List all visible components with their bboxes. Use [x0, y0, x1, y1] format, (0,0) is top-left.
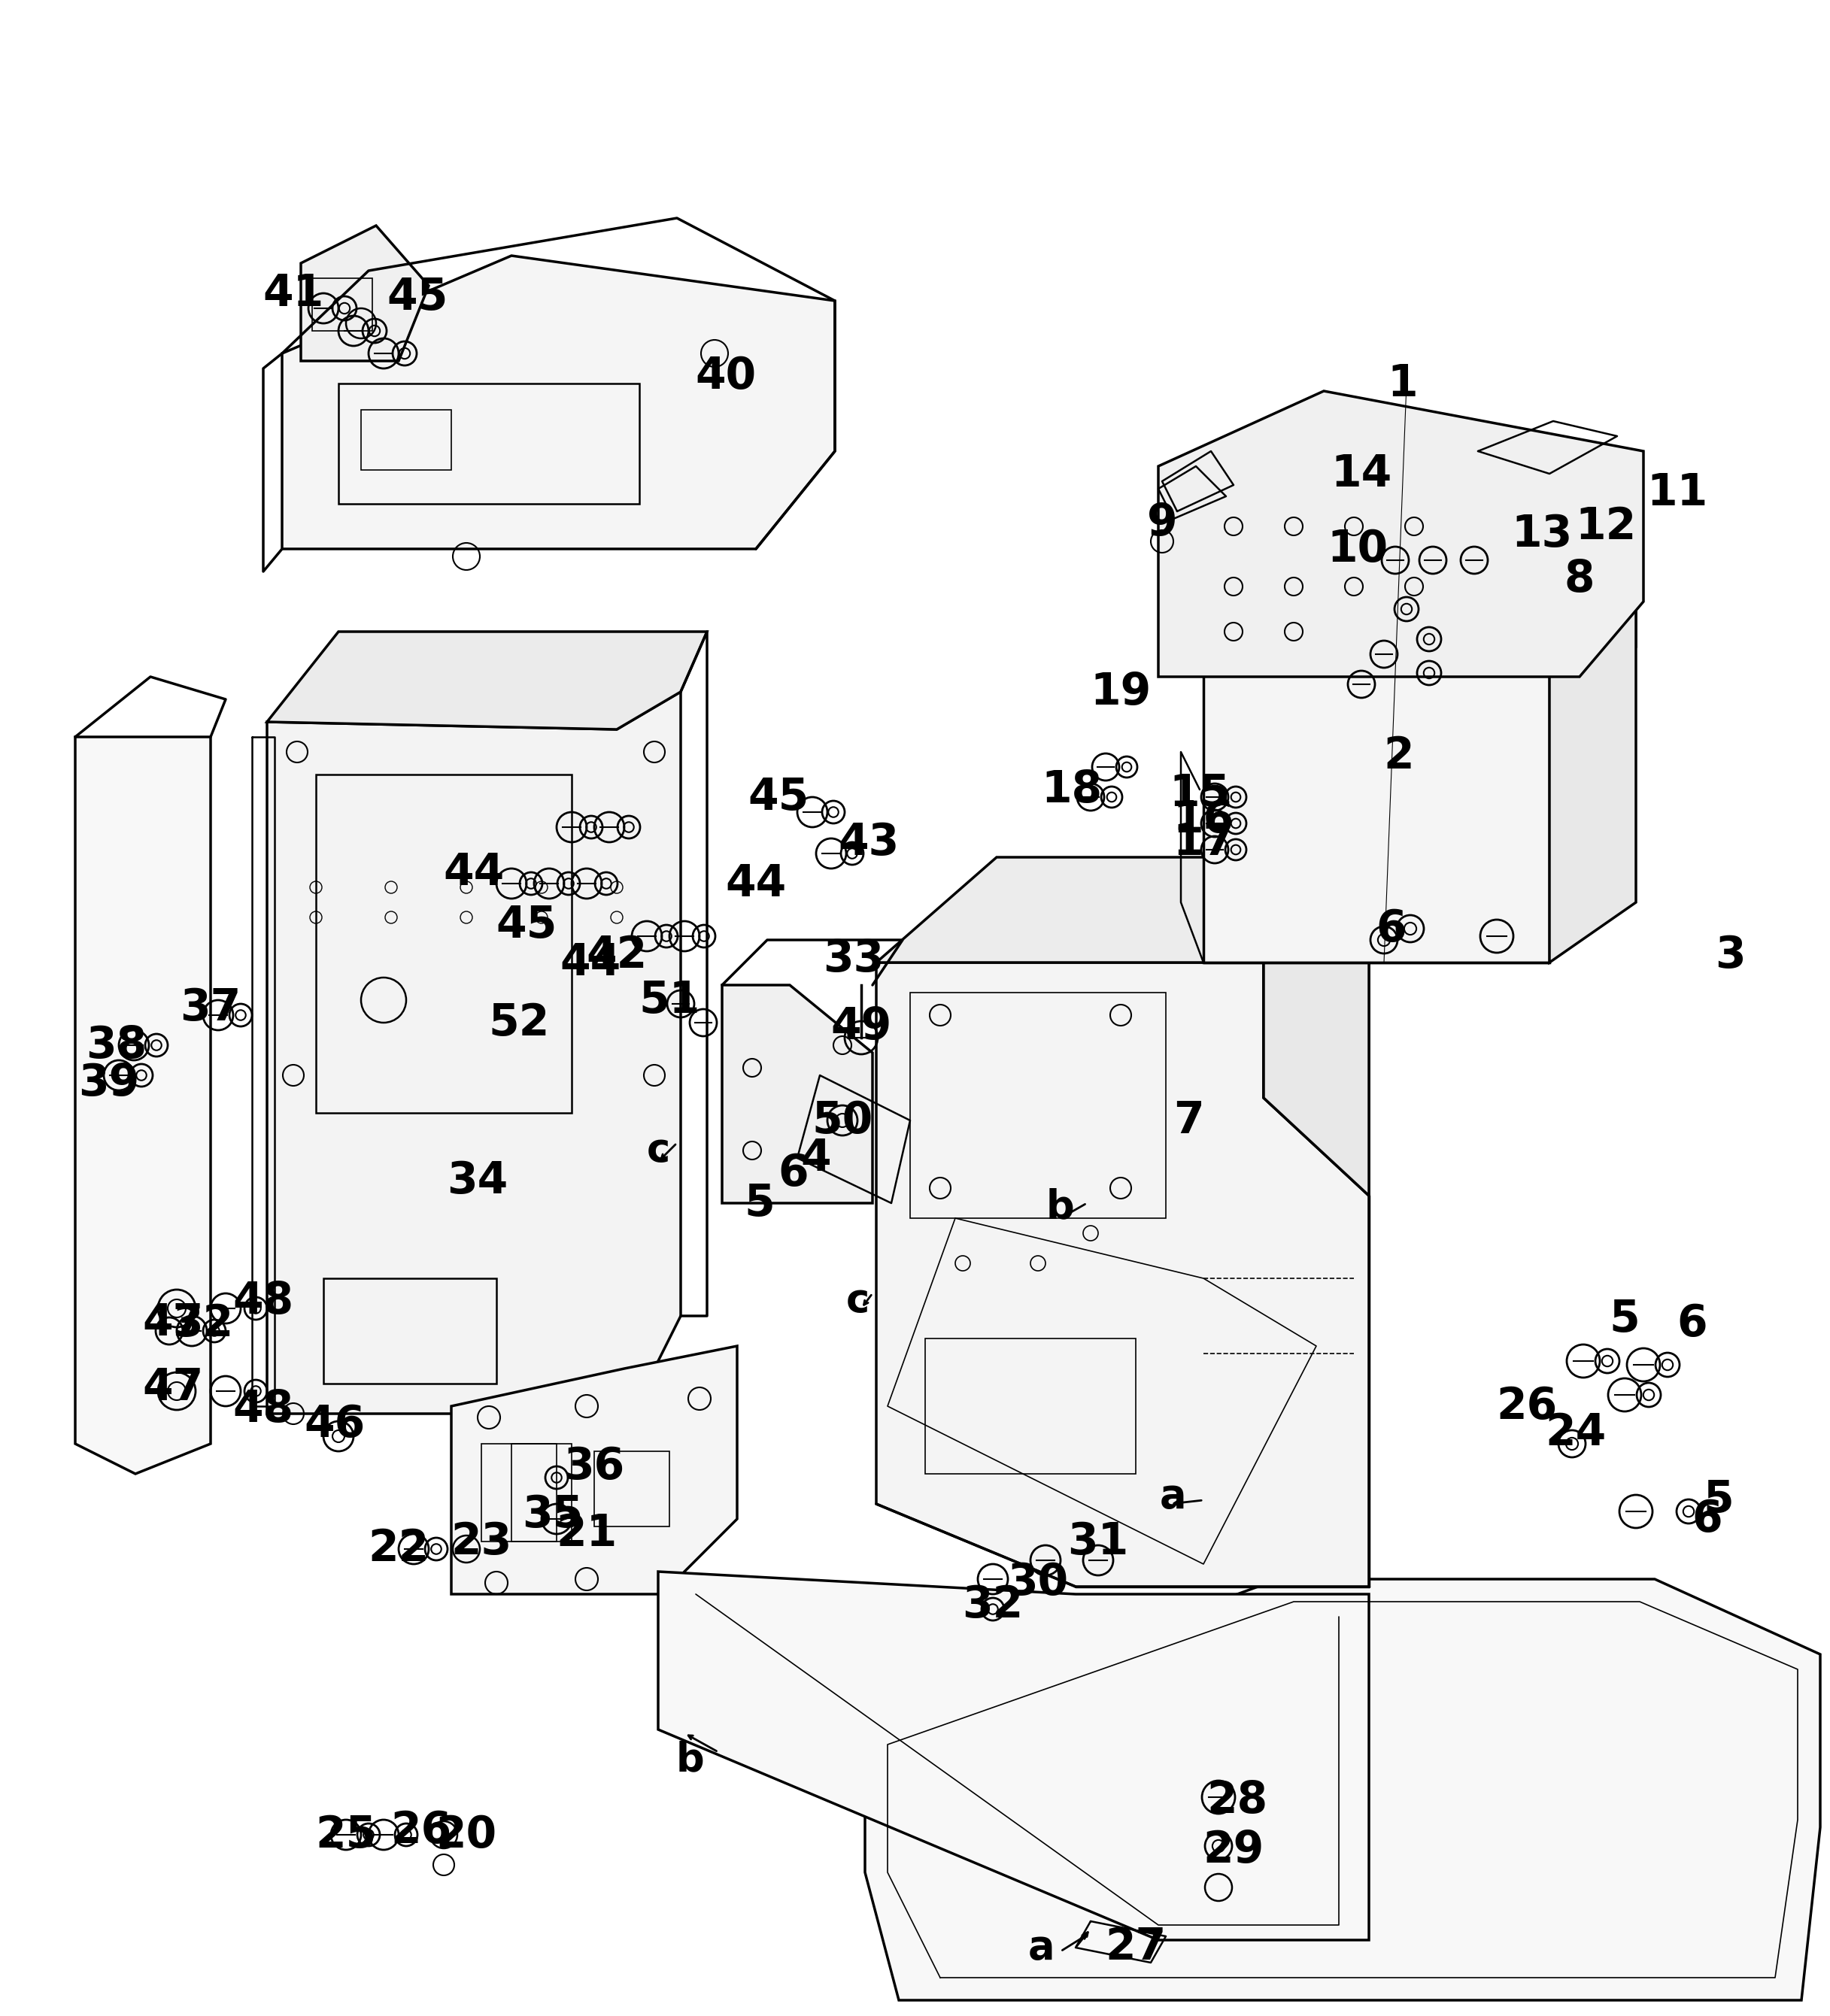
Text: c: c — [845, 1282, 869, 1320]
Text: 1: 1 — [1387, 363, 1418, 405]
Polygon shape — [267, 631, 706, 730]
Polygon shape — [75, 738, 210, 1474]
Text: 44: 44 — [725, 863, 787, 905]
Text: 44: 44 — [443, 851, 505, 893]
Text: 26: 26 — [1497, 1385, 1557, 1427]
Polygon shape — [866, 1579, 1821, 2000]
Text: 6: 6 — [1376, 907, 1407, 950]
Text: 34: 34 — [447, 1159, 509, 1202]
Text: 45: 45 — [496, 903, 556, 946]
Text: 43: 43 — [838, 821, 899, 863]
Text: 49: 49 — [831, 1006, 891, 1048]
Text: 5: 5 — [1609, 1298, 1640, 1341]
Text: 42: 42 — [586, 933, 648, 976]
Polygon shape — [723, 986, 873, 1204]
Polygon shape — [282, 256, 834, 548]
Text: 45: 45 — [386, 276, 448, 319]
Text: 8: 8 — [1565, 558, 1594, 601]
Text: 33: 33 — [824, 937, 884, 980]
Text: 6: 6 — [1693, 1498, 1722, 1540]
Text: a: a — [1160, 1478, 1186, 1516]
Text: 47: 47 — [143, 1302, 203, 1345]
Text: 28: 28 — [1206, 1780, 1268, 1822]
Text: 39: 39 — [79, 1060, 139, 1105]
Text: 20: 20 — [436, 1812, 498, 1857]
Bar — [313, 278, 371, 331]
Bar — [317, 774, 571, 1113]
Bar — [481, 1443, 571, 1542]
Polygon shape — [1204, 571, 1636, 647]
Bar — [595, 1452, 670, 1526]
Text: 31: 31 — [1067, 1520, 1129, 1562]
Text: 18: 18 — [1041, 768, 1102, 810]
Bar — [910, 992, 1166, 1218]
Text: 21: 21 — [556, 1512, 617, 1556]
Bar — [361, 409, 452, 470]
Text: 32: 32 — [172, 1302, 234, 1345]
Text: c: c — [646, 1131, 670, 1169]
Text: 41: 41 — [264, 272, 324, 314]
Text: 45: 45 — [748, 776, 809, 818]
Polygon shape — [877, 962, 1369, 1587]
Text: 11: 11 — [1647, 472, 1707, 514]
Text: 23: 23 — [450, 1520, 512, 1562]
Text: 6: 6 — [1676, 1302, 1707, 1345]
Text: 4: 4 — [802, 1137, 831, 1179]
Text: 46: 46 — [304, 1403, 366, 1445]
Text: 48: 48 — [232, 1389, 295, 1431]
Text: 12: 12 — [1576, 504, 1636, 548]
Text: 36: 36 — [564, 1445, 624, 1488]
Text: 35: 35 — [522, 1494, 584, 1536]
Text: 9: 9 — [1147, 502, 1177, 544]
Text: 40: 40 — [695, 355, 756, 397]
Text: 27: 27 — [1105, 1925, 1166, 1970]
Text: 19: 19 — [1091, 671, 1151, 714]
Text: 5: 5 — [745, 1181, 774, 1224]
Text: 24: 24 — [1545, 1411, 1607, 1454]
Polygon shape — [1265, 857, 1369, 1195]
Text: 5: 5 — [1704, 1478, 1735, 1522]
Text: a: a — [1028, 1927, 1056, 1968]
Text: b: b — [1047, 1187, 1074, 1226]
Polygon shape — [452, 1347, 737, 1595]
Text: 26: 26 — [390, 1810, 452, 1853]
Text: 6: 6 — [778, 1151, 809, 1195]
Polygon shape — [1204, 647, 1550, 962]
Text: 22: 22 — [368, 1528, 430, 1570]
Text: 7: 7 — [1173, 1099, 1204, 1141]
Bar — [511, 1443, 556, 1542]
Polygon shape — [659, 1572, 1369, 1939]
Text: 3: 3 — [1715, 933, 1746, 976]
Text: 52: 52 — [489, 1002, 549, 1044]
Text: b: b — [677, 1740, 705, 1780]
Bar — [339, 383, 639, 504]
Text: 15: 15 — [1169, 772, 1230, 814]
Text: 25: 25 — [315, 1812, 377, 1857]
Text: 50: 50 — [813, 1099, 873, 1141]
Text: 44: 44 — [560, 941, 620, 984]
Text: 51: 51 — [639, 978, 701, 1022]
Text: 30: 30 — [1008, 1562, 1069, 1605]
Polygon shape — [877, 857, 1369, 1195]
Text: 32: 32 — [963, 1585, 1023, 1627]
Text: 13: 13 — [1512, 512, 1572, 554]
Text: 17: 17 — [1173, 821, 1233, 863]
Text: 29: 29 — [1202, 1829, 1265, 1871]
Text: 10: 10 — [1327, 528, 1389, 571]
Polygon shape — [1550, 571, 1636, 962]
Text: 16: 16 — [1173, 798, 1233, 841]
Polygon shape — [1158, 391, 1643, 677]
Bar — [926, 1339, 1136, 1474]
Text: 48: 48 — [232, 1280, 295, 1322]
Text: 2: 2 — [1383, 734, 1415, 776]
Polygon shape — [300, 226, 428, 361]
Text: 14: 14 — [1330, 452, 1393, 496]
Text: 47: 47 — [143, 1367, 203, 1409]
Polygon shape — [267, 691, 681, 1413]
Text: 38: 38 — [86, 1024, 146, 1066]
Text: 37: 37 — [179, 986, 242, 1028]
Bar — [324, 1278, 496, 1383]
